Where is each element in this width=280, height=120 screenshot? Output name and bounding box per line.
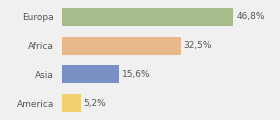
Bar — [62, 8, 233, 26]
Text: 5,2%: 5,2% — [84, 99, 106, 108]
Bar — [62, 37, 181, 54]
Bar — [62, 66, 119, 83]
Text: 15,6%: 15,6% — [122, 70, 150, 79]
Text: 46,8%: 46,8% — [236, 12, 265, 21]
Bar — [62, 94, 81, 112]
Text: 32,5%: 32,5% — [184, 41, 212, 50]
